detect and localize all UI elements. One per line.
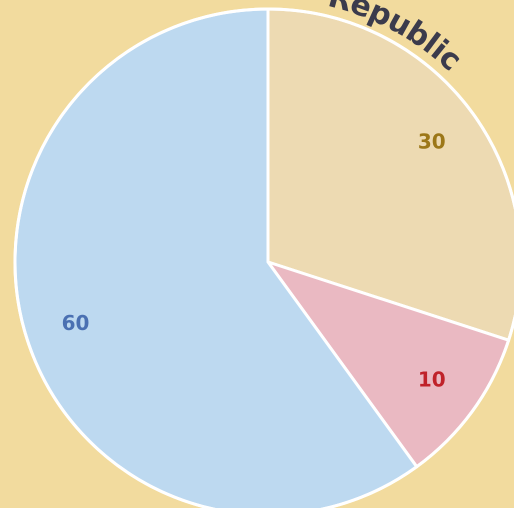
- slice-label: 30: [418, 130, 446, 154]
- pie: [13, 7, 514, 508]
- slice-label: 60: [62, 311, 90, 335]
- pie-outline: [13, 7, 514, 508]
- slice-label: 10: [418, 367, 446, 391]
